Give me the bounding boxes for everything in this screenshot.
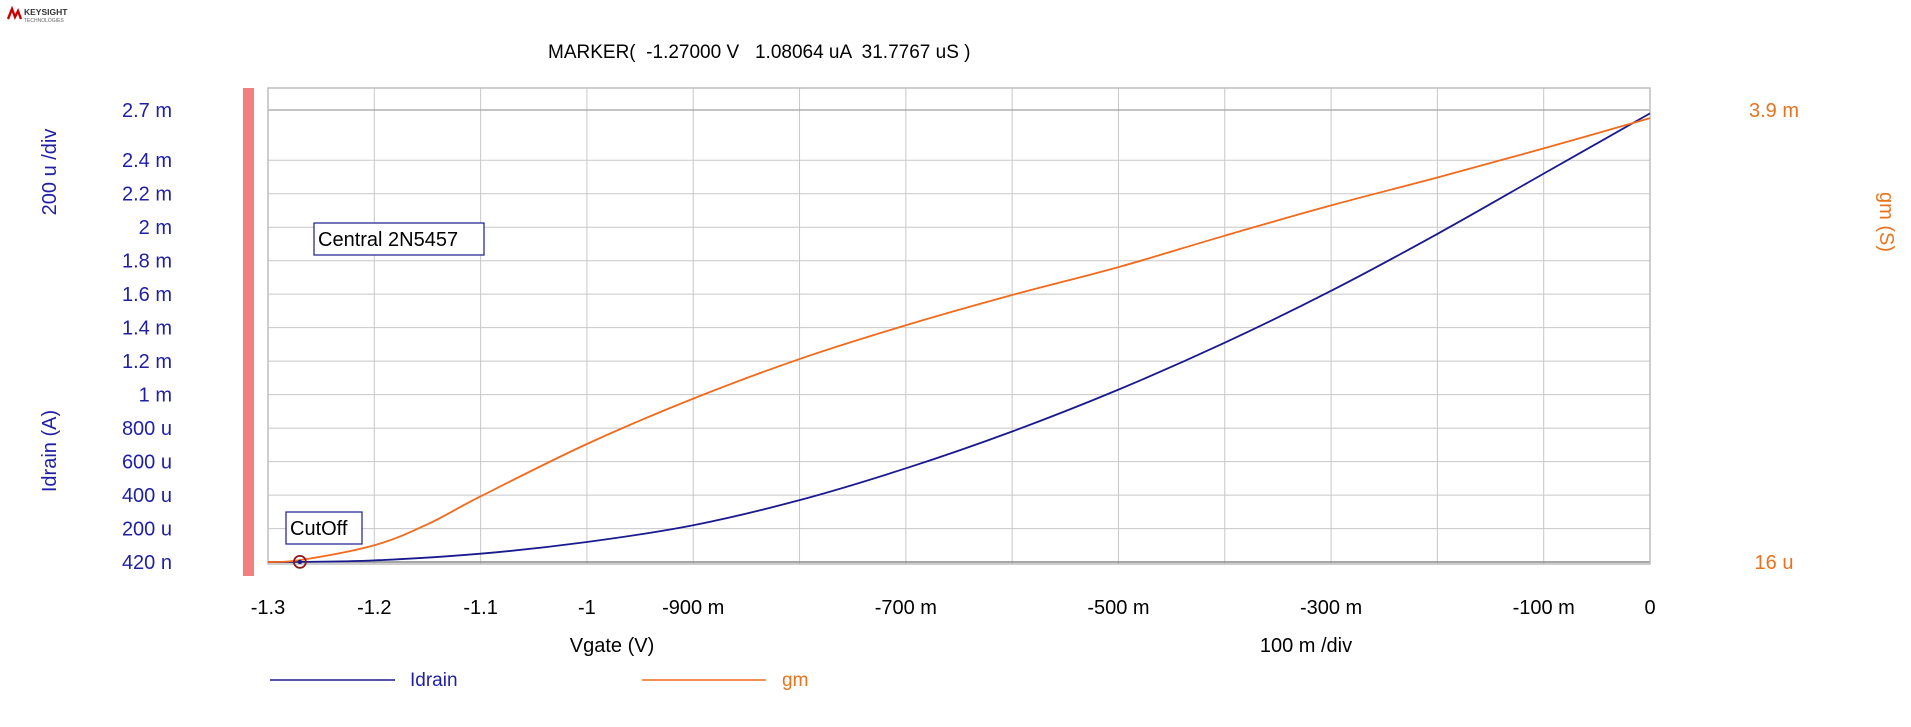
- left-tick-label: 1.4 m: [122, 318, 172, 340]
- right-axis-label: gm (S): [1875, 192, 1897, 252]
- annotation-cutoff-box: [285, 511, 363, 545]
- grid: [268, 88, 1651, 564]
- x-tick-label: -700 m: [875, 597, 937, 619]
- x-div-label: 100 m /div: [1260, 635, 1352, 657]
- annotation-cutoff: CutOff: [285, 511, 363, 545]
- left-tick-label: 420 n: [122, 552, 172, 574]
- x-axis-label: Vgate (V): [570, 635, 654, 657]
- left-tick-label: 200 u: [122, 519, 172, 541]
- marker-ring: [292, 554, 307, 569]
- legend-idrain-label: Idrain: [410, 670, 458, 691]
- left-tick-label: 2.4 m: [122, 150, 172, 172]
- left-tick-label: 1.6 m: [122, 284, 172, 306]
- right-tick-label: 16 u: [1755, 552, 1794, 574]
- x-tick-labels: -1.3 -1.2 -1.1 -1 -900 m -700 m -500 m -300 m -1…: [251, 597, 1656, 619]
- x-tick-label: -500 m: [1087, 597, 1149, 619]
- x-tick-label: -1.1: [463, 597, 497, 619]
- left-tick-label: 1.8 m: [122, 251, 172, 273]
- legend: Idrain gm: [270, 670, 808, 691]
- right-tick-label: 3.9 m: [1749, 100, 1799, 122]
- marker-readout: MARKER( -1.27000 V 1.08064 uA 31.7767 uS…: [548, 42, 970, 63]
- cutoff-bar: [243, 88, 254, 576]
- left-tick-label: 2.7 m: [122, 100, 172, 122]
- x-tick-label: -1.2: [357, 597, 391, 619]
- left-tick-label: 2 m: [139, 217, 172, 239]
- marker-point[interactable]: [292, 554, 307, 569]
- left-tick-label: 1.2 m: [122, 351, 172, 373]
- annotation-device-text: Central 2N5457: [318, 229, 458, 251]
- left-tick-label: 2.2 m: [122, 184, 172, 206]
- series-line-idrain: [267, 112, 1651, 563]
- x-tick-label: -1: [578, 597, 596, 619]
- x-tick-label: -100 m: [1513, 597, 1575, 619]
- left-tick-label: 400 u: [122, 485, 172, 507]
- keysight-wave-icon: [6, 5, 23, 20]
- legend-gm-label: gm: [782, 670, 808, 691]
- left-tick-label: 600 u: [122, 452, 172, 474]
- annotation-device-box: [313, 222, 485, 256]
- left-div-label: 200 u /div: [39, 129, 61, 216]
- annotation-device: Central 2N5457: [313, 222, 485, 256]
- x-tick-label: -1.3: [251, 597, 285, 619]
- x-tick-label: -900 m: [662, 597, 724, 619]
- series-line-gm: [267, 117, 1651, 563]
- series: [267, 112, 1651, 563]
- marker-dot: [297, 559, 303, 565]
- left-tick-labels: 420 n 200 u 400 u 600 u 800 u 1 m 1.2 m 1.4 m 1.…: [122, 100, 172, 574]
- annotation-cutoff-text: CutOff: [290, 518, 348, 540]
- right-tick-labels: 16 u 3.9 m: [1749, 100, 1799, 574]
- brand-name: KEYSIGHT: [24, 7, 68, 17]
- left-axis-label: Idrain (A): [39, 410, 61, 492]
- x-tick-label: 0: [1644, 597, 1655, 619]
- left-tick-label: 1 m: [139, 385, 172, 407]
- x-tick-label: -300 m: [1300, 597, 1362, 619]
- keysight-logo: KEYSIGHT TECHNOLOGIES: [6, 5, 68, 24]
- left-tick-label: 800 u: [122, 418, 172, 440]
- plot-frame: [267, 87, 1651, 565]
- brand-sub: TECHNOLOGIES: [24, 18, 64, 24]
